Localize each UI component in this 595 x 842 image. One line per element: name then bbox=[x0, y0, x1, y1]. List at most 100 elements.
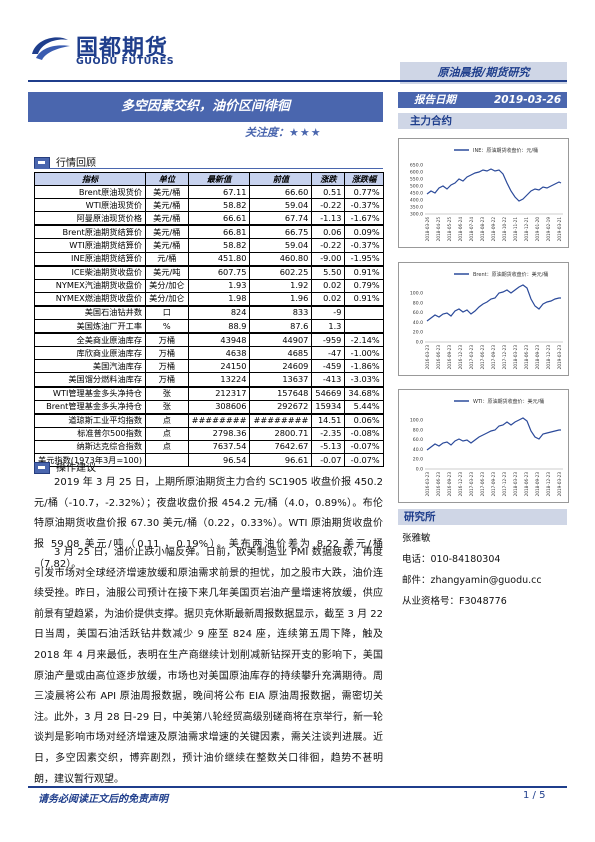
table-row: Brent管理基金多头净持仓张 308606 292672 15934 5.44% bbox=[33, 399, 384, 415]
column-header: 前值 bbox=[249, 171, 313, 187]
report-title: 多空因素交织，油价区间徘徊 bbox=[28, 92, 383, 122]
table-cell: 58.82 bbox=[187, 238, 251, 253]
table-cell: % bbox=[145, 319, 189, 334]
table-cell: 460.80 bbox=[249, 251, 313, 267]
table-cell: -9.00 bbox=[311, 251, 346, 267]
table-row: NYMEX燃油期货收盘价 美分/加仑 1.98 1.96 0.02 0.91% bbox=[33, 291, 384, 307]
table-row: Brent原油现货价 美元/桶 67.11 66.60 0.51 0.77% bbox=[33, 185, 384, 200]
x-tick-label: 2019-02-19 bbox=[546, 217, 551, 242]
table-cell: -0.22 bbox=[311, 198, 346, 213]
table-row: 纳斯达克综合指数点 7637.54 7642.67 -5.13 -0.07% bbox=[33, 439, 384, 454]
table-cell: 万桶 bbox=[145, 346, 189, 361]
table-cell: 87.6 bbox=[249, 319, 313, 334]
table-cell: -1.95% bbox=[344, 251, 384, 267]
table-cell: WTI原油期货结算价 bbox=[33, 238, 147, 253]
table-cell: 美分/加仑 bbox=[145, 291, 189, 307]
table-body: Brent原油现货价 美元/桶 67.11 66.60 0.51 0.77% WTI原油现货… bbox=[33, 185, 384, 468]
table-cell: 美国石油钻井数 bbox=[33, 304, 147, 321]
table-cell: ICE柴油期货收盘价 bbox=[33, 264, 147, 280]
x-tick-label: 2017-09-23 bbox=[491, 472, 496, 497]
table-cell: -1.86% bbox=[344, 359, 384, 374]
table-row: 标准普尔500指数点 2798.36 2800.71 -2.35 -0.08% bbox=[33, 426, 384, 441]
x-tick-label: 2017-03-23 bbox=[469, 345, 474, 370]
table-cell: 2800.71 bbox=[249, 426, 313, 441]
table-row: WTI管理基金多头净持仓张 212317 157648 54669 34.68% bbox=[33, 385, 384, 401]
x-tick-label: 2018-09-23 bbox=[535, 472, 540, 497]
y-tick-label: 100.0 bbox=[410, 291, 423, 297]
table-row: WTI原油现货价 美元/桶 58.82 59.04 -0.22 -0.37% bbox=[33, 198, 384, 213]
table-row: 阿曼原油现货价格 美元/桶 66.61 67.74 -1.13 -1.67% bbox=[33, 211, 384, 226]
table-cell: 292672 bbox=[249, 399, 313, 415]
x-tick-label: 2016-06-23 bbox=[436, 345, 441, 370]
chart-series-line bbox=[426, 417, 561, 451]
disclaimer-notice: 请务必阅读正文后的免责声明 bbox=[38, 794, 168, 805]
table-cell: ######## bbox=[249, 412, 313, 428]
analyst-phone: 电话：010-84180304 bbox=[402, 554, 501, 565]
x-tick-label: 2018-10-22 bbox=[502, 217, 507, 242]
table-cell: 96.54 bbox=[187, 452, 251, 468]
table-cell: 0.79% bbox=[344, 278, 384, 293]
chart-legend: INE：原油期货收盘价：元/桶 bbox=[473, 147, 538, 154]
table-cell: NYMEX燃油期货收盘价 bbox=[33, 291, 147, 307]
table-cell: 34.68% bbox=[344, 385, 384, 401]
table-cell: 0.06% bbox=[344, 412, 384, 428]
y-tick-label: 20.0 bbox=[413, 457, 423, 463]
y-tick-label: 650.0 bbox=[410, 163, 423, 169]
table-cell: 美国汽油库存 bbox=[33, 359, 147, 374]
table-cell: 13637 bbox=[249, 372, 313, 387]
table-cell: 道琼斯工业平均指数 bbox=[33, 412, 147, 428]
table-row: 美国汽油库存 万桶 24150 24609 -459 -1.86% bbox=[33, 359, 384, 374]
table-cell: 万桶 bbox=[145, 359, 189, 374]
table-cell: NYMEX汽油期货收盘价 bbox=[33, 278, 147, 293]
table-cell: 4638 bbox=[187, 346, 251, 361]
table-cell: -0.07% bbox=[344, 452, 384, 468]
x-tick-label: 2017-03-23 bbox=[469, 472, 474, 497]
table-cell: -959 bbox=[311, 332, 346, 348]
table-cell: Brent原油期货结算价 bbox=[33, 224, 147, 240]
attention-stars: ★★★ bbox=[289, 126, 322, 139]
attention-rating: 关注度：★★★ bbox=[245, 124, 322, 140]
table-cell: Brent管理基金多头净持仓 bbox=[33, 399, 147, 415]
x-tick-label: 2018-09-23 bbox=[535, 345, 540, 370]
y-tick-label: 20.0 bbox=[413, 330, 423, 336]
table-cell: 24150 bbox=[187, 359, 251, 374]
table-cell: INE原油期货结算价 bbox=[33, 251, 147, 267]
table-cell: 24609 bbox=[249, 359, 313, 374]
table-cell bbox=[344, 304, 384, 321]
y-tick-label: 300.0 bbox=[410, 212, 423, 218]
table-cell: 0.91% bbox=[344, 291, 384, 307]
table-cell: 607.75 bbox=[187, 264, 251, 280]
table-cell: 67.74 bbox=[249, 211, 313, 226]
table-cell: 2798.36 bbox=[187, 426, 251, 441]
table-cell: 66.81 bbox=[187, 224, 251, 240]
table-row: 美国炼油厂开工率% 88.9 87.6 1.3 bbox=[33, 319, 384, 334]
table-cell: -0.37% bbox=[344, 198, 384, 213]
table-cell: -9 bbox=[311, 304, 346, 321]
table-cell: -0.22 bbox=[311, 238, 346, 253]
chart-series-line bbox=[426, 168, 562, 202]
table-cell: 602.25 bbox=[249, 264, 313, 280]
x-tick-label: 2016-12-23 bbox=[458, 345, 463, 370]
report-type-label: 原油晨报/期货研究 bbox=[400, 62, 567, 84]
footer-divider bbox=[28, 786, 567, 788]
x-tick-label: 2018-03-23 bbox=[513, 472, 518, 497]
table-cell: Brent原油现货价 bbox=[33, 185, 147, 200]
table-row: 道琼斯工业平均指数点 ######## ######## 14.51 0.06% bbox=[33, 412, 384, 428]
y-tick-label: 350.0 bbox=[410, 205, 423, 211]
brand-name-en: GUODU FUTURES bbox=[76, 56, 175, 67]
market-review-heading: 行情回顾 bbox=[34, 154, 96, 169]
table-cell: 157648 bbox=[249, 385, 313, 401]
advice-paragraph-2: 3 月 25 日，油价止跌小幅反弹。日前，欧美制造业 PMI 数据疲软，再度引发… bbox=[34, 547, 383, 785]
table-cell: 点 bbox=[145, 412, 189, 428]
table-cell: 1.92 bbox=[249, 278, 313, 293]
table-cell: 美元/桶 bbox=[145, 185, 189, 200]
table-row: INE原油期货结算价 元/桶 451.80 460.80 -9.00 -1.95% bbox=[33, 251, 384, 267]
table-cell: 5.44% bbox=[344, 399, 384, 415]
table-cell: -413 bbox=[311, 372, 346, 387]
x-tick-label: 2019-03-21 bbox=[557, 217, 562, 242]
y-tick-label: 400.0 bbox=[410, 198, 423, 204]
table-cell: 标准普尔500指数 bbox=[33, 426, 147, 441]
table-cell: 0.09% bbox=[344, 224, 384, 240]
x-tick-label: 2016-06-23 bbox=[436, 472, 441, 497]
table-cell: 美元/桶 bbox=[145, 224, 189, 240]
